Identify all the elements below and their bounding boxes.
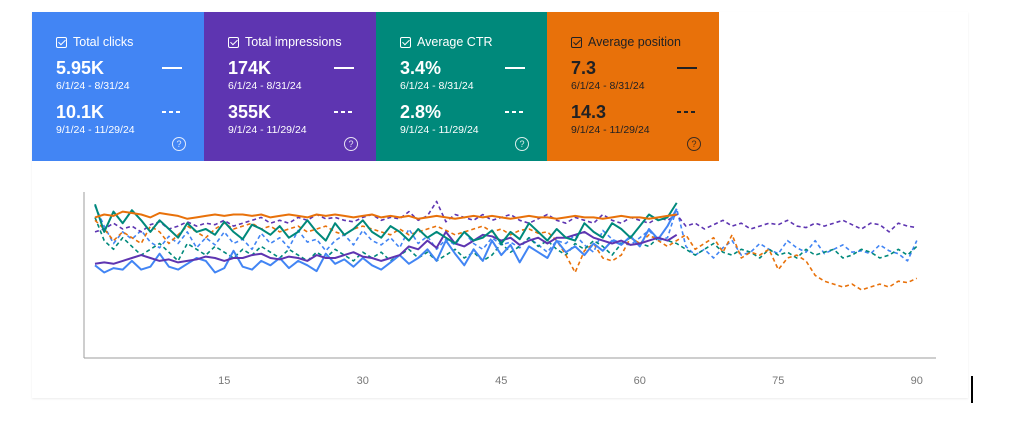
metric-range-period-1: 6/1/24 - 8/31/24	[571, 80, 645, 92]
dashed-line-legend-icon	[505, 111, 525, 113]
dashed-line-legend-icon	[334, 111, 354, 113]
metric-range-period-1: 6/1/24 - 8/31/24	[228, 80, 302, 92]
series-line-average-ctr-solid[interactable]	[94, 202, 678, 245]
metric-label: Average position	[588, 35, 681, 49]
x-tick-label: 45	[495, 375, 507, 387]
x-tick-label: 75	[772, 375, 784, 387]
metric-label: Average CTR	[417, 35, 493, 49]
checkbox-checked-icon[interactable]	[228, 36, 239, 48]
metric-label: Total impressions	[245, 35, 342, 49]
text-cursor	[971, 376, 973, 403]
metric-value-period-1: 3.4%	[400, 58, 442, 78]
series-line-average-position-dashed[interactable]	[94, 219, 918, 291]
dashed-line-legend-icon	[677, 111, 697, 113]
metric-range-period-2: 9/1/24 - 11/29/24	[56, 124, 135, 136]
series-layer	[94, 200, 918, 291]
metric-card-total-impressions[interactable]: Total impressions 174K 6/1/24 - 8/31/24 …	[204, 12, 376, 161]
metric-value-period-2: 10.1K	[56, 102, 105, 122]
help-icon[interactable]: ?	[687, 137, 701, 151]
metric-value-period-2: 355K	[228, 102, 272, 122]
metric-value-period-1: 7.3	[571, 58, 597, 78]
solid-line-legend-icon	[334, 67, 354, 69]
checkbox-checked-icon[interactable]	[56, 36, 67, 48]
solid-line-legend-icon	[505, 67, 525, 69]
metric-value-period-1: 5.95K	[56, 58, 105, 78]
solid-line-legend-icon	[162, 67, 182, 69]
series-line-average-position-solid[interactable]	[94, 210, 677, 220]
help-icon[interactable]: ?	[172, 137, 186, 151]
metric-value-period-1: 174K	[228, 58, 272, 78]
metric-card-total-clicks[interactable]: Total clicks 5.95K 6/1/24 - 8/31/24 10.1…	[32, 12, 204, 161]
x-tick-label: 90	[911, 375, 923, 387]
metric-range-period-1: 6/1/24 - 8/31/24	[56, 80, 130, 92]
x-tick-label: 60	[634, 375, 646, 387]
metric-card-average-position[interactable]: Average position 7.3 6/1/24 - 8/31/24 14…	[547, 12, 719, 161]
metric-card-average-ctr[interactable]: Average CTR 3.4% 6/1/24 - 8/31/24 2.8% 9…	[376, 12, 547, 161]
x-tick-labels: 15 30 45 60 75 90	[218, 375, 923, 387]
help-icon[interactable]: ?	[344, 137, 358, 151]
metric-range-period-2: 9/1/24 - 11/29/24	[400, 124, 479, 136]
x-tick-label: 15	[218, 375, 230, 387]
checkbox-checked-icon[interactable]	[400, 36, 411, 48]
help-icon[interactable]: ?	[515, 137, 529, 151]
solid-line-legend-icon	[677, 67, 697, 69]
metric-cards: Total clicks 5.95K 6/1/24 - 8/31/24 10.1…	[32, 12, 719, 161]
series-line-total-clicks-dashed[interactable]	[94, 205, 918, 262]
metric-value-period-2: 2.8%	[400, 102, 442, 122]
metric-value-period-2: 14.3	[571, 102, 607, 122]
x-tick-label: 30	[357, 375, 369, 387]
checkbox-checked-icon[interactable]	[571, 36, 582, 48]
series-line-total-impressions-dashed[interactable]	[94, 200, 917, 233]
metric-label: Total clicks	[73, 35, 134, 49]
metric-range-period-2: 9/1/24 - 11/29/24	[228, 124, 307, 136]
dashed-line-legend-icon	[162, 111, 182, 113]
metric-range-period-1: 6/1/24 - 8/31/24	[400, 80, 474, 92]
metric-range-period-2: 9/1/24 - 11/29/24	[571, 124, 650, 136]
series-line-average-ctr-dashed[interactable]	[94, 217, 918, 262]
